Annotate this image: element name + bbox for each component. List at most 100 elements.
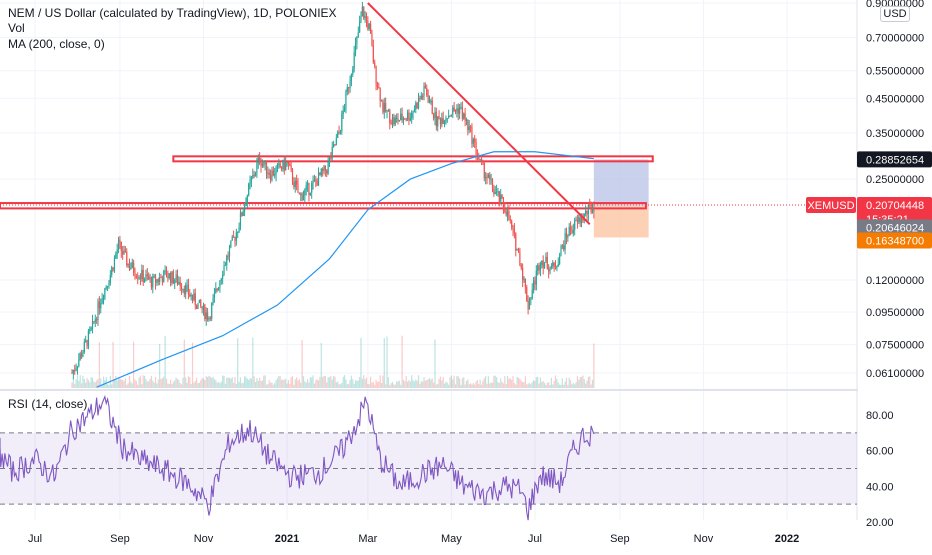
rsi-legend[interactable]: RSI (14, close) (8, 397, 88, 411)
candle-body (120, 241, 122, 252)
candle-body (556, 266, 558, 269)
volume-bar (374, 384, 376, 388)
volume-bar (372, 382, 374, 388)
candle-body (154, 276, 157, 283)
candle-body (174, 280, 176, 284)
candle-body (305, 185, 307, 190)
candle-body (515, 233, 517, 251)
volume-bar (76, 375, 79, 388)
candle-body (75, 368, 77, 371)
volume-bar (497, 382, 499, 388)
volume-bar (89, 382, 91, 388)
candle-body (257, 157, 259, 164)
currency-selector[interactable]: USD (880, 6, 910, 22)
volume-bar (253, 376, 255, 388)
candle-body (446, 118, 448, 120)
volume-bar (234, 376, 236, 388)
candle-body (116, 249, 118, 255)
candle-body (400, 113, 402, 120)
volume-bar (183, 339, 185, 388)
candle-body (82, 352, 84, 357)
candle-body (268, 172, 270, 175)
volume-bar (90, 377, 92, 388)
volume-bar (431, 378, 433, 388)
volume-bar (430, 379, 432, 388)
candle-body (561, 245, 563, 247)
candle-body (469, 126, 472, 128)
candle-body (459, 107, 461, 114)
volume-bar (579, 377, 581, 388)
candle-body (349, 80, 351, 89)
volume-bar (226, 377, 228, 388)
candle-body (193, 293, 195, 300)
candle-body (489, 174, 491, 180)
volume-bar (312, 375, 314, 388)
volume-bar (465, 381, 468, 388)
volume-bar (408, 379, 410, 388)
candle-body (275, 167, 277, 175)
volume-bar (313, 383, 316, 388)
ma-legend[interactable]: MA (200, close, 0) (8, 37, 105, 51)
candle-body (374, 62, 376, 66)
rsi-tick-label: 40.00 (866, 481, 894, 493)
volume-bar (263, 375, 265, 388)
volume-bar (276, 378, 279, 388)
volume-bar (382, 375, 384, 388)
volume-bar (265, 384, 268, 388)
volume-bar (461, 378, 463, 388)
candle-body (354, 44, 357, 53)
candle-body (557, 264, 559, 267)
price-tick-label: 0.07500000 (866, 340, 924, 352)
volume-bar (219, 383, 221, 388)
candle-body (289, 164, 291, 166)
time-axis-bg (0, 521, 932, 551)
volume-bar (561, 378, 563, 388)
volume-bar (130, 381, 132, 388)
candle-body (337, 132, 339, 138)
volume-bar (513, 383, 516, 388)
candle-body (453, 107, 455, 111)
volume-bar (449, 377, 451, 388)
rsi-tick-label: 60.00 (866, 446, 894, 458)
candle-body (411, 112, 413, 119)
candle-body (591, 207, 594, 213)
volume-bar (141, 384, 143, 388)
candle-body (133, 262, 135, 273)
volume-bar (213, 379, 216, 388)
volume-bar (559, 384, 561, 388)
time-tick-label: Nov (194, 533, 214, 545)
candle-body (520, 265, 522, 269)
candle-body (274, 174, 276, 176)
candle-body (560, 246, 562, 256)
volume-bar (120, 379, 122, 388)
candle-body (324, 165, 326, 171)
candle-body (335, 137, 337, 145)
volume-bar (134, 379, 136, 388)
candle-body (320, 169, 322, 176)
candle-body (416, 103, 418, 109)
volume-legend[interactable]: Vol (8, 21, 25, 35)
candle-body (427, 95, 429, 103)
candle-body (172, 271, 174, 284)
candle-body (271, 170, 273, 181)
volume-bar (586, 380, 588, 388)
volume-bar (178, 380, 180, 388)
candle-body (126, 251, 128, 266)
candle-body (202, 304, 205, 310)
candle-body (286, 162, 288, 164)
volume-bar (508, 378, 510, 388)
volume-bar (168, 383, 170, 388)
target-price-label: 0.28852654 (866, 154, 924, 166)
volume-bar (505, 384, 507, 388)
volume-bar (489, 383, 491, 388)
candle-body (419, 98, 421, 100)
candle-body (443, 121, 446, 124)
volume-bar (305, 382, 307, 388)
volume-bar (261, 380, 263, 388)
volume-bar (446, 382, 448, 388)
volume-bar (215, 380, 217, 388)
volume-bar (565, 377, 568, 388)
candle-body (124, 250, 127, 252)
